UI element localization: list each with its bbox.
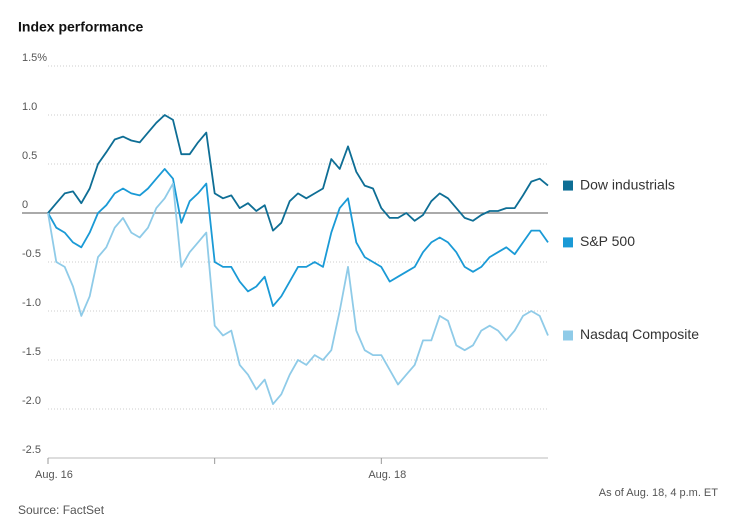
y-tick-label: -0.5 — [22, 248, 41, 260]
legend-swatch — [563, 180, 573, 191]
y-tick-label: -1.0 — [22, 297, 41, 309]
legend-swatch — [563, 330, 573, 341]
legend-label: Dow industrials — [580, 176, 675, 192]
y-tick-label: -2.0 — [22, 395, 41, 407]
series-line — [47, 114, 549, 232]
legend-label: S&P 500 — [580, 233, 635, 249]
y-tick-label: -2.5 — [22, 444, 41, 456]
source: Source: FactSet — [18, 503, 105, 517]
chart-title: Index performance — [18, 19, 143, 35]
series-line — [47, 182, 549, 405]
y-tick-label: -1.5 — [22, 346, 41, 358]
x-tick-label: Aug. 18 — [368, 469, 406, 481]
y-tick-label: 1.5% — [22, 52, 47, 64]
y-tick-label: 0 — [22, 199, 28, 211]
note: As of Aug. 18, 4 p.m. ET — [599, 487, 719, 499]
legend-label: Nasdaq Composite — [580, 326, 699, 342]
y-tick-label: 1.0 — [22, 101, 37, 113]
legend-swatch — [563, 237, 573, 248]
series-line — [47, 168, 549, 307]
x-tick-label: Aug. 16 — [35, 469, 73, 481]
y-tick-label: 0.5 — [22, 150, 37, 162]
